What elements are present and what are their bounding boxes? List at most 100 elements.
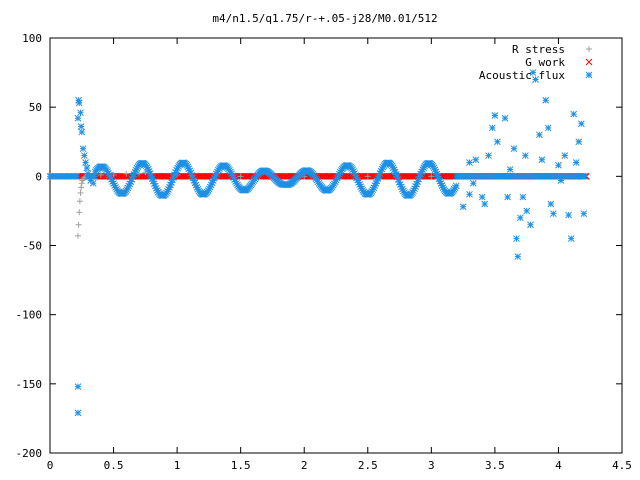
acoustic-flux-point xyxy=(544,124,552,132)
axis-ticks: 0 0.5 1 1.5 2 2.5 3 3.5 4 4.5 100 50 0 -50 -100 -150 -20… xyxy=(16,32,632,472)
x-tick-label: 4.5 xyxy=(612,459,632,472)
acoustic-flux-point xyxy=(488,124,496,132)
acoustic-flux-point xyxy=(459,203,467,211)
acoustic-flux-point xyxy=(506,166,514,173)
acoustic-flux-point xyxy=(522,152,529,159)
y-tick-label: -150 xyxy=(16,378,43,391)
chart-title: m4/n1.5/q1.75/r-+.05-j28/M0.01/512 xyxy=(212,12,437,25)
y-tick-label: -200 xyxy=(16,447,43,460)
acoustic-flux-point xyxy=(83,164,91,172)
acoustic-flux-point xyxy=(485,152,492,159)
y-tick-label: 50 xyxy=(29,101,42,114)
r-stress-point xyxy=(123,170,130,177)
r-stress-point xyxy=(75,221,82,228)
acoustic-flux-point xyxy=(472,156,480,164)
r-stress-point xyxy=(77,189,84,196)
acoustic-flux-point xyxy=(469,179,477,187)
acoustic-flux-point xyxy=(577,120,585,128)
acoustic-flux-point xyxy=(151,182,159,190)
r-stress-point xyxy=(428,173,435,180)
acoustic-flux-point xyxy=(516,214,524,222)
legend-label: R stress xyxy=(512,43,565,56)
legend-marker xyxy=(585,71,593,79)
acoustic-flux-point xyxy=(565,211,572,219)
acoustic-flux-point xyxy=(501,114,509,122)
acoustic-flux-point xyxy=(575,138,583,146)
x-tick-label: 1.5 xyxy=(231,459,251,472)
r-stress-point xyxy=(78,184,85,191)
acoustic-flux-point xyxy=(478,193,486,201)
y-tick-label: -100 xyxy=(16,309,43,322)
acoustic-flux-point xyxy=(561,152,569,159)
x-tick-label: 2 xyxy=(301,459,308,472)
plot-frame xyxy=(49,37,623,454)
acoustic-flux-point xyxy=(82,159,89,166)
acoustic-flux-point xyxy=(481,200,489,208)
data-marks xyxy=(46,69,590,417)
acoustic-flux-point xyxy=(452,182,460,190)
y-tick-label: 100 xyxy=(22,32,42,45)
x-tick-label: 0.5 xyxy=(104,459,124,472)
acoustic-flux-point xyxy=(74,383,82,390)
x-tick-label: 4 xyxy=(555,459,562,472)
x-tick-label: 3 xyxy=(428,459,435,472)
acoustic-flux-point xyxy=(494,138,501,146)
r-stress-point xyxy=(78,180,85,187)
g-work-point xyxy=(161,172,168,180)
acoustic-flux-point xyxy=(527,221,534,229)
acoustic-flux-point xyxy=(74,114,82,122)
x-tick-label: 2.5 xyxy=(358,459,378,472)
acoustic-flux-point xyxy=(89,179,97,187)
acoustic-flux-point xyxy=(538,156,546,164)
acoustic-flux-point xyxy=(77,123,85,130)
acoustic-flux-point xyxy=(333,174,341,182)
g-work-point xyxy=(440,172,448,180)
acoustic-flux-point xyxy=(504,193,511,201)
acoustic-flux-point xyxy=(476,172,483,180)
acoustic-flux-point xyxy=(542,96,550,104)
acoustic-flux-point xyxy=(466,159,473,166)
acoustic-flux-point xyxy=(73,172,81,180)
acoustic-flux-point xyxy=(497,172,505,180)
acoustic-flux-point xyxy=(84,170,92,177)
y-tick-label: -50 xyxy=(22,240,42,253)
acoustic-flux-point xyxy=(581,172,588,180)
acoustic-flux-point xyxy=(75,99,83,107)
acoustic-flux-point xyxy=(529,69,537,76)
y-tick-label: 0 xyxy=(35,170,42,183)
acoustic-flux-point xyxy=(74,409,82,417)
g-work-point xyxy=(288,172,295,180)
acoustic-flux-point xyxy=(466,190,473,198)
r-stress-point xyxy=(97,171,104,178)
acoustic-flux-point xyxy=(491,112,499,119)
acoustic-flux-point xyxy=(572,159,580,166)
g-work-point xyxy=(402,172,410,180)
acoustic-flux-point xyxy=(79,145,87,153)
acoustic-flux-point xyxy=(550,210,557,218)
g-work-point xyxy=(326,172,333,180)
acoustic-flux-point xyxy=(78,128,86,136)
acoustic-flux-point xyxy=(510,145,518,153)
acoustic-flux-point xyxy=(547,200,555,208)
r-stress-point xyxy=(76,209,83,216)
r-stress-point xyxy=(364,173,371,180)
x-tick-label: 0 xyxy=(47,459,54,472)
acoustic-flux-point xyxy=(519,193,527,201)
acoustic-flux-point xyxy=(532,76,539,83)
acoustic-flux-point xyxy=(557,177,565,184)
acoustic-flux-point xyxy=(570,110,578,118)
r-stress-point xyxy=(237,173,244,180)
acoustic-flux-point xyxy=(567,235,575,242)
legend-marker xyxy=(585,58,593,66)
legend-label: G work xyxy=(525,56,565,69)
legend-label: Acoustic flux xyxy=(479,69,565,82)
acoustic-flux-point xyxy=(513,235,520,242)
acoustic-flux-point xyxy=(77,109,84,117)
g-work-point xyxy=(199,172,206,180)
acoustic-flux-point xyxy=(186,167,194,175)
legend-marker xyxy=(586,46,592,52)
r-stress-point xyxy=(76,198,83,205)
x-tick-label: 1 xyxy=(174,459,181,472)
